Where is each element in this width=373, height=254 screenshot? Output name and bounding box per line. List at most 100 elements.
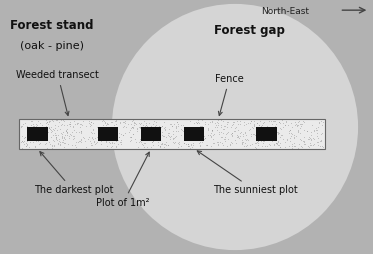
Point xyxy=(122,119,128,123)
Point xyxy=(105,122,111,126)
Point xyxy=(225,120,231,124)
Point xyxy=(277,145,283,149)
Point xyxy=(122,121,128,125)
Point xyxy=(137,122,143,126)
Point xyxy=(237,119,243,123)
Point xyxy=(129,119,135,123)
Point xyxy=(111,123,117,127)
Point xyxy=(282,123,288,127)
Point xyxy=(266,119,272,123)
Point xyxy=(136,139,142,144)
Point xyxy=(241,144,247,148)
Point xyxy=(33,124,39,128)
Point xyxy=(304,129,310,133)
Point xyxy=(32,144,38,148)
Point xyxy=(234,135,240,139)
Point xyxy=(244,143,250,147)
Point xyxy=(109,145,115,149)
Point xyxy=(50,119,56,123)
Point xyxy=(102,129,108,133)
Point xyxy=(73,140,79,144)
Point xyxy=(32,145,38,149)
Point xyxy=(167,135,173,139)
Point xyxy=(137,125,143,129)
Point xyxy=(46,119,51,123)
Point xyxy=(261,137,267,141)
Point xyxy=(169,124,175,128)
Point xyxy=(185,145,191,149)
Point xyxy=(287,128,293,132)
Point xyxy=(308,138,314,142)
Point xyxy=(53,136,59,140)
Point xyxy=(53,135,59,139)
Point xyxy=(123,125,129,129)
Point xyxy=(62,137,68,141)
Point xyxy=(88,143,94,147)
Point xyxy=(117,140,123,144)
Point xyxy=(260,138,266,142)
Point xyxy=(295,146,301,150)
Point xyxy=(187,138,193,142)
Point xyxy=(314,128,320,132)
Point xyxy=(286,129,292,133)
Point xyxy=(121,120,127,124)
Point xyxy=(199,140,205,144)
Point xyxy=(216,132,222,136)
Point xyxy=(291,144,297,148)
Point xyxy=(199,135,205,139)
Point xyxy=(280,121,286,125)
Point xyxy=(88,130,94,134)
Point xyxy=(190,143,196,147)
Point xyxy=(39,123,45,127)
Point xyxy=(220,143,226,147)
Point xyxy=(137,137,142,141)
Point xyxy=(190,141,196,145)
Point xyxy=(243,144,249,148)
Point xyxy=(198,126,204,130)
Point xyxy=(292,123,298,127)
Point xyxy=(207,133,213,137)
Point xyxy=(170,136,176,140)
Point xyxy=(47,127,53,131)
Point xyxy=(220,137,226,141)
Point xyxy=(247,143,253,147)
Point xyxy=(25,133,31,137)
Point xyxy=(42,142,48,146)
Point xyxy=(88,120,94,124)
Point xyxy=(204,142,210,147)
Point xyxy=(310,136,316,140)
Point xyxy=(268,136,274,140)
Point xyxy=(120,133,126,137)
Point xyxy=(196,125,202,129)
Point xyxy=(175,129,181,133)
Point xyxy=(201,134,207,138)
Point xyxy=(77,122,83,126)
Point xyxy=(283,120,289,124)
Point xyxy=(117,120,123,124)
Point xyxy=(298,124,304,129)
Point xyxy=(143,131,149,135)
Point xyxy=(34,135,40,139)
Point xyxy=(253,128,259,132)
Point xyxy=(153,123,159,127)
Point xyxy=(220,131,226,135)
Point xyxy=(210,133,216,137)
Point xyxy=(67,122,73,126)
Point xyxy=(159,124,165,128)
Point xyxy=(53,137,59,141)
Point xyxy=(229,134,235,138)
Point xyxy=(311,129,317,133)
Point xyxy=(172,135,178,139)
Point xyxy=(160,145,166,149)
Point xyxy=(170,132,176,136)
Point xyxy=(156,126,162,130)
Point xyxy=(255,143,261,147)
Point xyxy=(206,128,211,132)
Point xyxy=(287,136,293,140)
Point xyxy=(144,136,150,140)
Point xyxy=(288,134,294,138)
Point xyxy=(28,129,34,133)
Point xyxy=(120,133,126,137)
Point xyxy=(140,143,145,147)
Point xyxy=(61,136,67,140)
